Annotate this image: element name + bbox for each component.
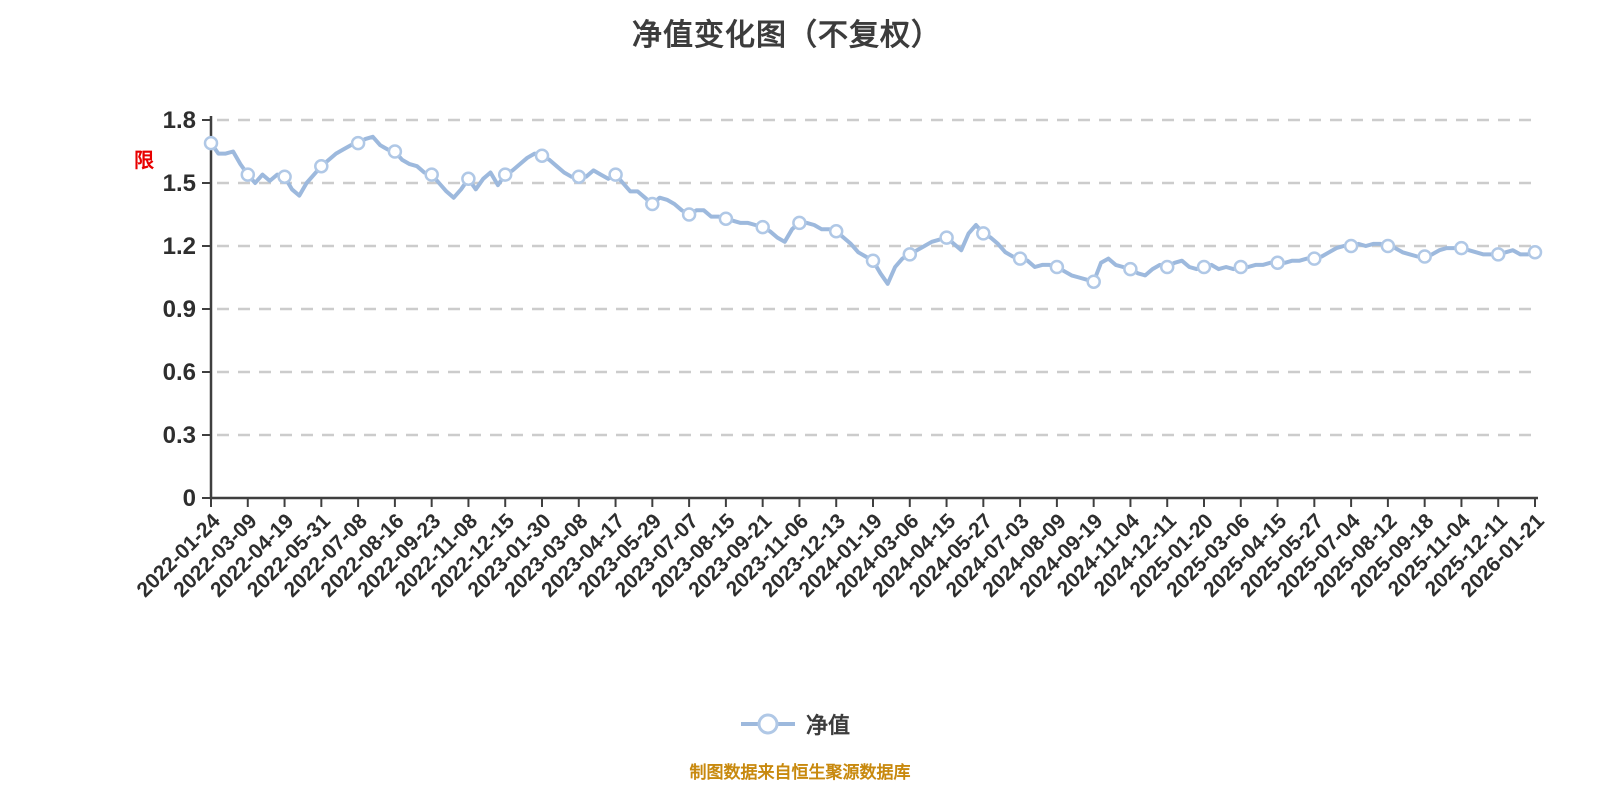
svg-text:0: 0 (183, 485, 196, 512)
y-axis-labels: 0 0.3 0.6 0.9 1.2 1.5 1.8 (163, 107, 196, 512)
svg-text:0.3: 0.3 (163, 422, 196, 449)
x-axis-labels: 2022-01-242022-03-092022-04-192022-05-31… (133, 509, 1549, 601)
legend-label: 净值 (805, 713, 850, 738)
y-axis-side-label: 限 (134, 150, 154, 172)
data-source-note: 制图数据来自恒生聚源数据库 (689, 763, 911, 782)
legend: 净值 (0, 708, 1590, 740)
net-value-line-chart[interactable]: 0 0.3 0.6 0.9 1.2 1.5 1.8 2022-01-242022-03-09… (0, 0, 1600, 660)
legend-line-marker-icon (740, 713, 795, 735)
svg-text:1.5: 1.5 (163, 170, 196, 197)
net-value-markers (203, 135, 1543, 289)
svg-text:0.6: 0.6 (163, 359, 196, 386)
svg-text:0.9: 0.9 (163, 296, 196, 323)
axes (202, 116, 1538, 507)
svg-text:1.8: 1.8 (163, 107, 196, 134)
svg-text:1.2: 1.2 (163, 233, 196, 260)
chart-title: 净值变化图（不复权） (632, 19, 942, 52)
legend-item-netvalue[interactable]: 净值 (740, 708, 850, 740)
